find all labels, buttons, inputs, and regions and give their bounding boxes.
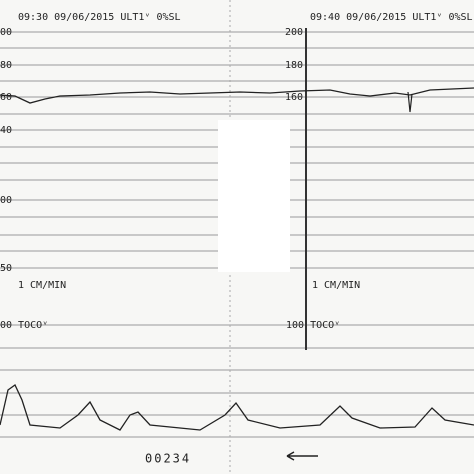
scale-label: 160 [285, 92, 303, 103]
fhr-trace [0, 87, 474, 104]
header: 09:40 09/06/2015 ULT1ᵛ 0%SL [310, 12, 473, 23]
scale-label: 60 [0, 92, 12, 103]
left-scale: 00 80 60 40 00 50 [0, 27, 12, 274]
scale-label: 00 [0, 27, 12, 38]
mid-scale: 200 180 160 [285, 27, 303, 103]
fhr-dropout [407, 91, 413, 113]
toco-grid [0, 324, 474, 438]
blank-patch [218, 120, 290, 272]
toco-label: 100 TOCOᵛ [286, 320, 340, 331]
scale-label: 00 [0, 195, 12, 206]
scale-label: 50 [0, 263, 12, 274]
toco-label: 00 TOCOᵛ [0, 320, 48, 331]
speed-label: 1 CM/MIN [312, 280, 360, 291]
arrow [286, 451, 318, 461]
toco-trace [0, 384, 474, 431]
speed-label: 1 CM/MIN [18, 280, 66, 291]
scale-label: 200 [285, 27, 303, 38]
scale-label: 180 [285, 60, 303, 71]
header: 09:30 09/06/2015 ULT1ᵛ 0%SL [18, 12, 181, 23]
scale-label: 80 [0, 60, 12, 71]
scale-label: 40 [0, 125, 12, 136]
page-number: 00234 [145, 452, 191, 466]
